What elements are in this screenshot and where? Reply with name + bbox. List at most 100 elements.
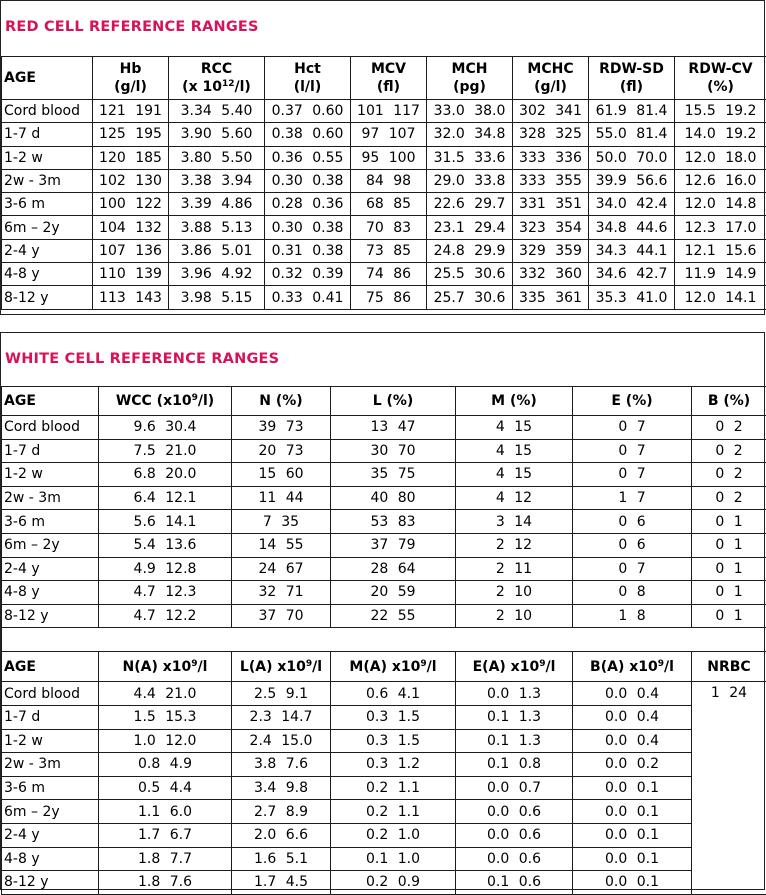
value-cell: 1.1 6.0 [99, 800, 232, 824]
value-cell: 12.0 14.8 [675, 193, 766, 216]
value-cell: 0 2 [692, 439, 766, 463]
age-cell: 1-2 w [2, 463, 99, 487]
value-cell: 29.0 33.8 [427, 169, 513, 192]
value-cell: 332 360 [513, 263, 589, 286]
value-cell: 4.9 12.8 [99, 557, 232, 581]
value-cell: 12.0 14.1 [675, 286, 766, 309]
value-cell: 70 83 [351, 216, 427, 239]
value-cell: 61.9 81.4 [589, 100, 675, 123]
value-cell: 0.1 1.3 [456, 705, 573, 729]
value-cell: 0.2 1.1 [331, 800, 456, 824]
white-header-row-1: AGE WCC (x109/l) N (%) L (%) M (%) E (%)… [2, 387, 766, 416]
value-cell: 95 100 [351, 146, 427, 169]
value-cell: 3.96 4.92 [169, 263, 265, 286]
wcc-header: WCC (x109/l) [99, 387, 232, 416]
value-cell: 0.3 1.5 [331, 705, 456, 729]
age-cell: Cord blood [2, 100, 93, 123]
m-pct-header: M (%) [456, 387, 573, 416]
value-cell: 120 185 [93, 146, 169, 169]
value-cell: 0.0 0.6 [456, 800, 573, 824]
value-cell: 3.39 4.86 [169, 193, 265, 216]
value-cell: 39 73 [232, 416, 331, 440]
value-cell: 12.6 16.0 [675, 169, 766, 192]
value-cell: 329 359 [513, 239, 589, 262]
value-cell: 3 14 [456, 510, 573, 534]
value-cell: 4 15 [456, 439, 573, 463]
age-cell: Cord blood [2, 416, 99, 440]
value-cell: 0.8 4.9 [99, 753, 232, 777]
age-cell: 2w - 3m [2, 486, 99, 510]
red-cell-table: AGE Hb(g/l) RCC(x 1012/l) Hct(l/l) MCV(f… [1, 56, 766, 310]
value-cell: 3.80 5.50 [169, 146, 265, 169]
value-cell: 1 7 [573, 486, 692, 510]
value-cell: 97 107 [351, 123, 427, 146]
value-cell: 0 7 [573, 416, 692, 440]
age-cell: 2w - 3m [2, 169, 93, 192]
age-cell: 6m – 2y [2, 800, 99, 824]
value-cell: 0.36 0.55 [265, 146, 351, 169]
value-cell: 32.0 34.8 [427, 123, 513, 146]
value-cell: 23.1 29.4 [427, 216, 513, 239]
value-cell: 1.0 12.0 [99, 729, 232, 753]
value-cell: 3.86 5.01 [169, 239, 265, 262]
value-cell: 39.9 56.6 [589, 169, 675, 192]
value-cell: 34.8 44.6 [589, 216, 675, 239]
value-cell: 5.4 13.6 [99, 533, 232, 557]
value-cell: 302 341 [513, 100, 589, 123]
age-cell: 1-7 d [2, 705, 99, 729]
value-cell: 34.0 42.4 [589, 193, 675, 216]
value-cell: 28 64 [331, 557, 456, 581]
white-cell-title: WHITE CELL REFERENCE RANGES [5, 351, 279, 367]
value-cell: 0.32 0.39 [265, 263, 351, 286]
value-cell: 1.5 15.3 [99, 705, 232, 729]
value-cell: 333 336 [513, 146, 589, 169]
value-cell: 0 1 [692, 533, 766, 557]
rdw-cv-header: RDW-CV(%) [675, 57, 766, 100]
age-cell: 2-4 y [2, 823, 99, 847]
value-cell: 37 70 [232, 604, 331, 628]
value-cell: 4 15 [456, 416, 573, 440]
value-cell: 2 10 [456, 604, 573, 628]
age-cell: 4-8 y [2, 847, 99, 871]
value-cell: 20 59 [331, 581, 456, 605]
mchc-header: MCHC(g/l) [513, 57, 589, 100]
value-cell: 0 6 [573, 510, 692, 534]
value-cell: 84 98 [351, 169, 427, 192]
value-cell: 100 122 [93, 193, 169, 216]
value-cell: 335 361 [513, 286, 589, 309]
value-cell: 35.3 41.0 [589, 286, 675, 309]
value-cell: 0.0 0.1 [573, 871, 692, 895]
value-cell: 0.1 0.6 [456, 871, 573, 895]
value-cell: 31.5 33.6 [427, 146, 513, 169]
b-abs-header: B(A) x109/l [573, 652, 692, 682]
value-cell: 4.7 12.3 [99, 581, 232, 605]
white-cell-panel: WHITE CELL REFERENCE RANGES AGE WCC (x10… [0, 332, 765, 890]
value-cell: 25.7 30.6 [427, 286, 513, 309]
hct-header: Hct(l/l) [265, 57, 351, 100]
value-cell: 13 47 [331, 416, 456, 440]
value-cell: 34.6 42.7 [589, 263, 675, 286]
value-cell: 125 195 [93, 123, 169, 146]
value-cell: 1.8 7.6 [99, 871, 232, 895]
value-cell: 3.8 7.6 [232, 753, 331, 777]
value-cell: 0.37 0.60 [265, 100, 351, 123]
value-cell: 0 2 [692, 486, 766, 510]
value-cell: 0.0 1.3 [456, 682, 573, 706]
value-cell: 0 7 [573, 557, 692, 581]
value-cell: 3.38 3.94 [169, 169, 265, 192]
b-pct-header: B (%) [692, 387, 766, 416]
value-cell: 0.33 0.41 [265, 286, 351, 309]
value-cell: 0.30 0.38 [265, 216, 351, 239]
value-cell: 22.6 29.7 [427, 193, 513, 216]
age-cell: 2w - 3m [2, 753, 99, 777]
value-cell: 2 10 [456, 581, 573, 605]
